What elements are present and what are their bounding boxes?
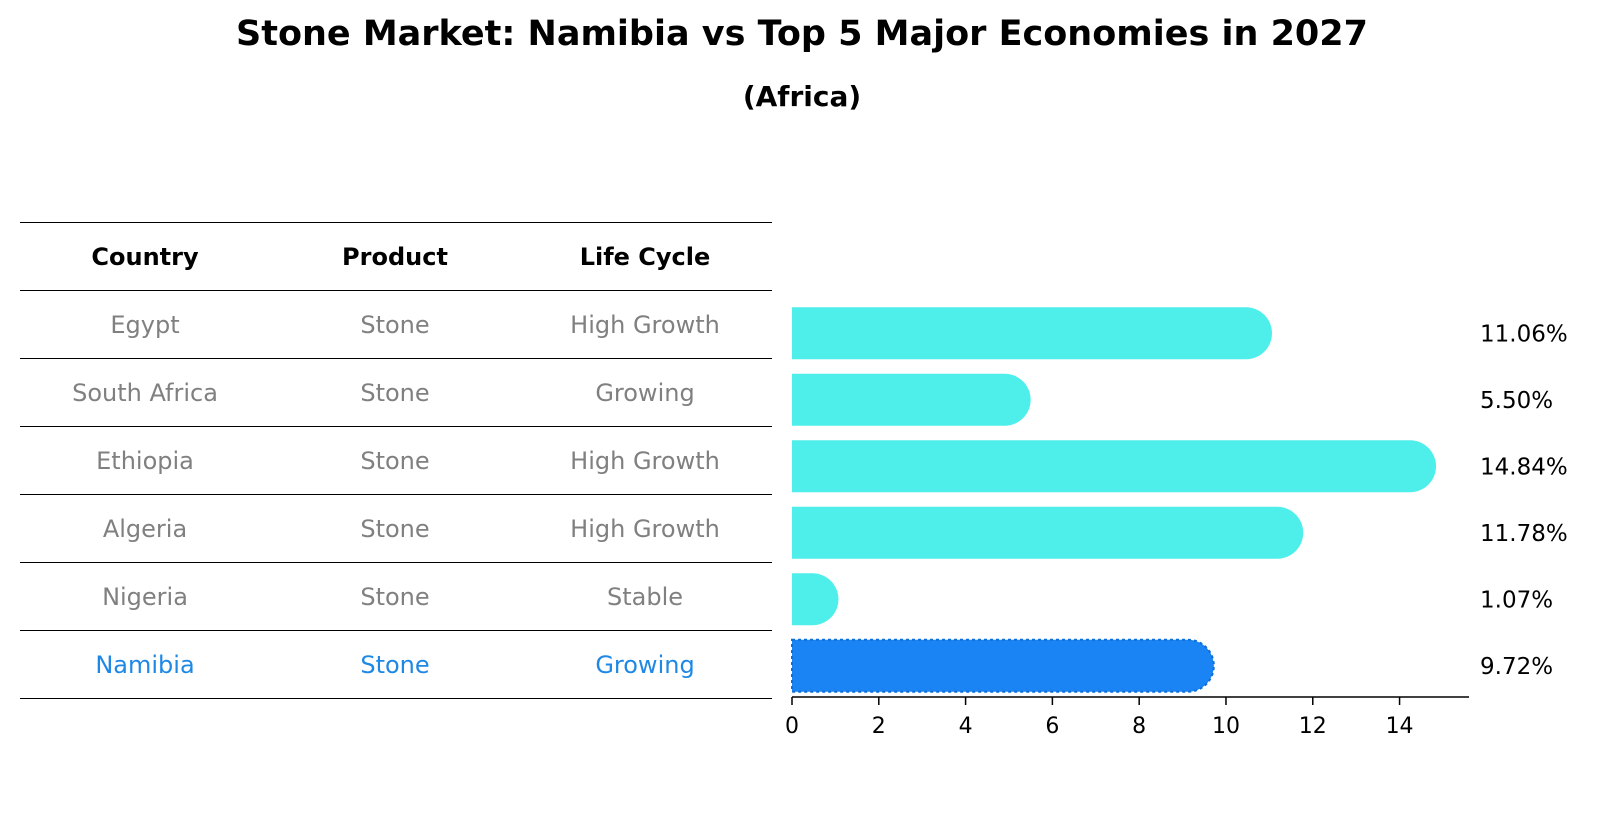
table-row: Egypt Stone High Growth <box>20 290 772 358</box>
bar-nigeria <box>792 573 839 626</box>
country-cell: South Africa <box>72 378 218 407</box>
x-tick-label: 10 <box>1212 714 1240 739</box>
country-cell: Algeria <box>102 514 188 543</box>
x-tick-label: 6 <box>1045 714 1059 739</box>
x-tick-label: 12 <box>1299 714 1327 739</box>
x-tick-label: 8 <box>1132 714 1146 739</box>
bar-namibia <box>791 638 1215 693</box>
table-row: Ethiopia Stone High Growth <box>20 426 772 494</box>
chart-subtitle: (Africa) <box>742 80 862 113</box>
product-cell: Stone <box>360 514 430 543</box>
country-cell: Namibia <box>95 650 195 679</box>
product-cell: Stone <box>360 310 430 339</box>
product-cell: Stone <box>360 378 430 407</box>
bar-egypt <box>792 307 1272 360</box>
product-cell: Stone <box>360 446 430 475</box>
x-tick-label: 0 <box>785 714 799 739</box>
x-tick-label: 2 <box>872 714 886 739</box>
chart-title: Stone Market: Namibia vs Top 5 Major Eco… <box>236 14 1368 54</box>
x-tick-label: 4 <box>959 714 973 739</box>
x-tick-label: 14 <box>1386 714 1414 739</box>
life-cycle-cell: Growing <box>595 650 695 679</box>
life-cycle-cell: Growing <box>595 378 695 407</box>
product-cell: Stone <box>360 582 430 611</box>
table-row: Algeria Stone High Growth <box>20 494 772 562</box>
table-row-highlighted: Namibia Stone Growing <box>20 630 772 699</box>
life-cycle-cell: High Growth <box>570 446 720 475</box>
header-product: Product <box>342 242 448 271</box>
country-cell: Egypt <box>110 310 180 339</box>
country-cell: Nigeria <box>102 582 188 611</box>
header-life-cycle: Life Cycle <box>579 242 711 271</box>
life-cycle-cell: Stable <box>606 582 684 611</box>
data-table: Country Product Life Cycle Egypt Stone H… <box>20 222 772 699</box>
table-row: South Africa Stone Growing <box>20 358 772 426</box>
country-cell: Ethiopia <box>96 446 194 475</box>
value-label: 11.06% <box>1480 321 1568 347</box>
value-label: 14.84% <box>1480 454 1568 480</box>
product-cell: Stone <box>360 650 430 679</box>
value-label: 5.50% <box>1480 388 1553 414</box>
value-label: 1.07% <box>1480 587 1553 613</box>
bar-ethiopia <box>792 440 1437 493</box>
header-country: Country <box>91 242 199 271</box>
value-label: 11.78% <box>1480 521 1568 547</box>
bar-south-africa <box>792 373 1031 426</box>
table-header-row: Country Product Life Cycle <box>20 222 772 290</box>
life-cycle-cell: High Growth <box>570 514 720 543</box>
bar-algeria <box>792 506 1304 559</box>
life-cycle-cell: High Growth <box>570 310 720 339</box>
table-row: Nigeria Stone Stable <box>20 562 772 630</box>
value-label: 9.72% <box>1480 654 1553 680</box>
